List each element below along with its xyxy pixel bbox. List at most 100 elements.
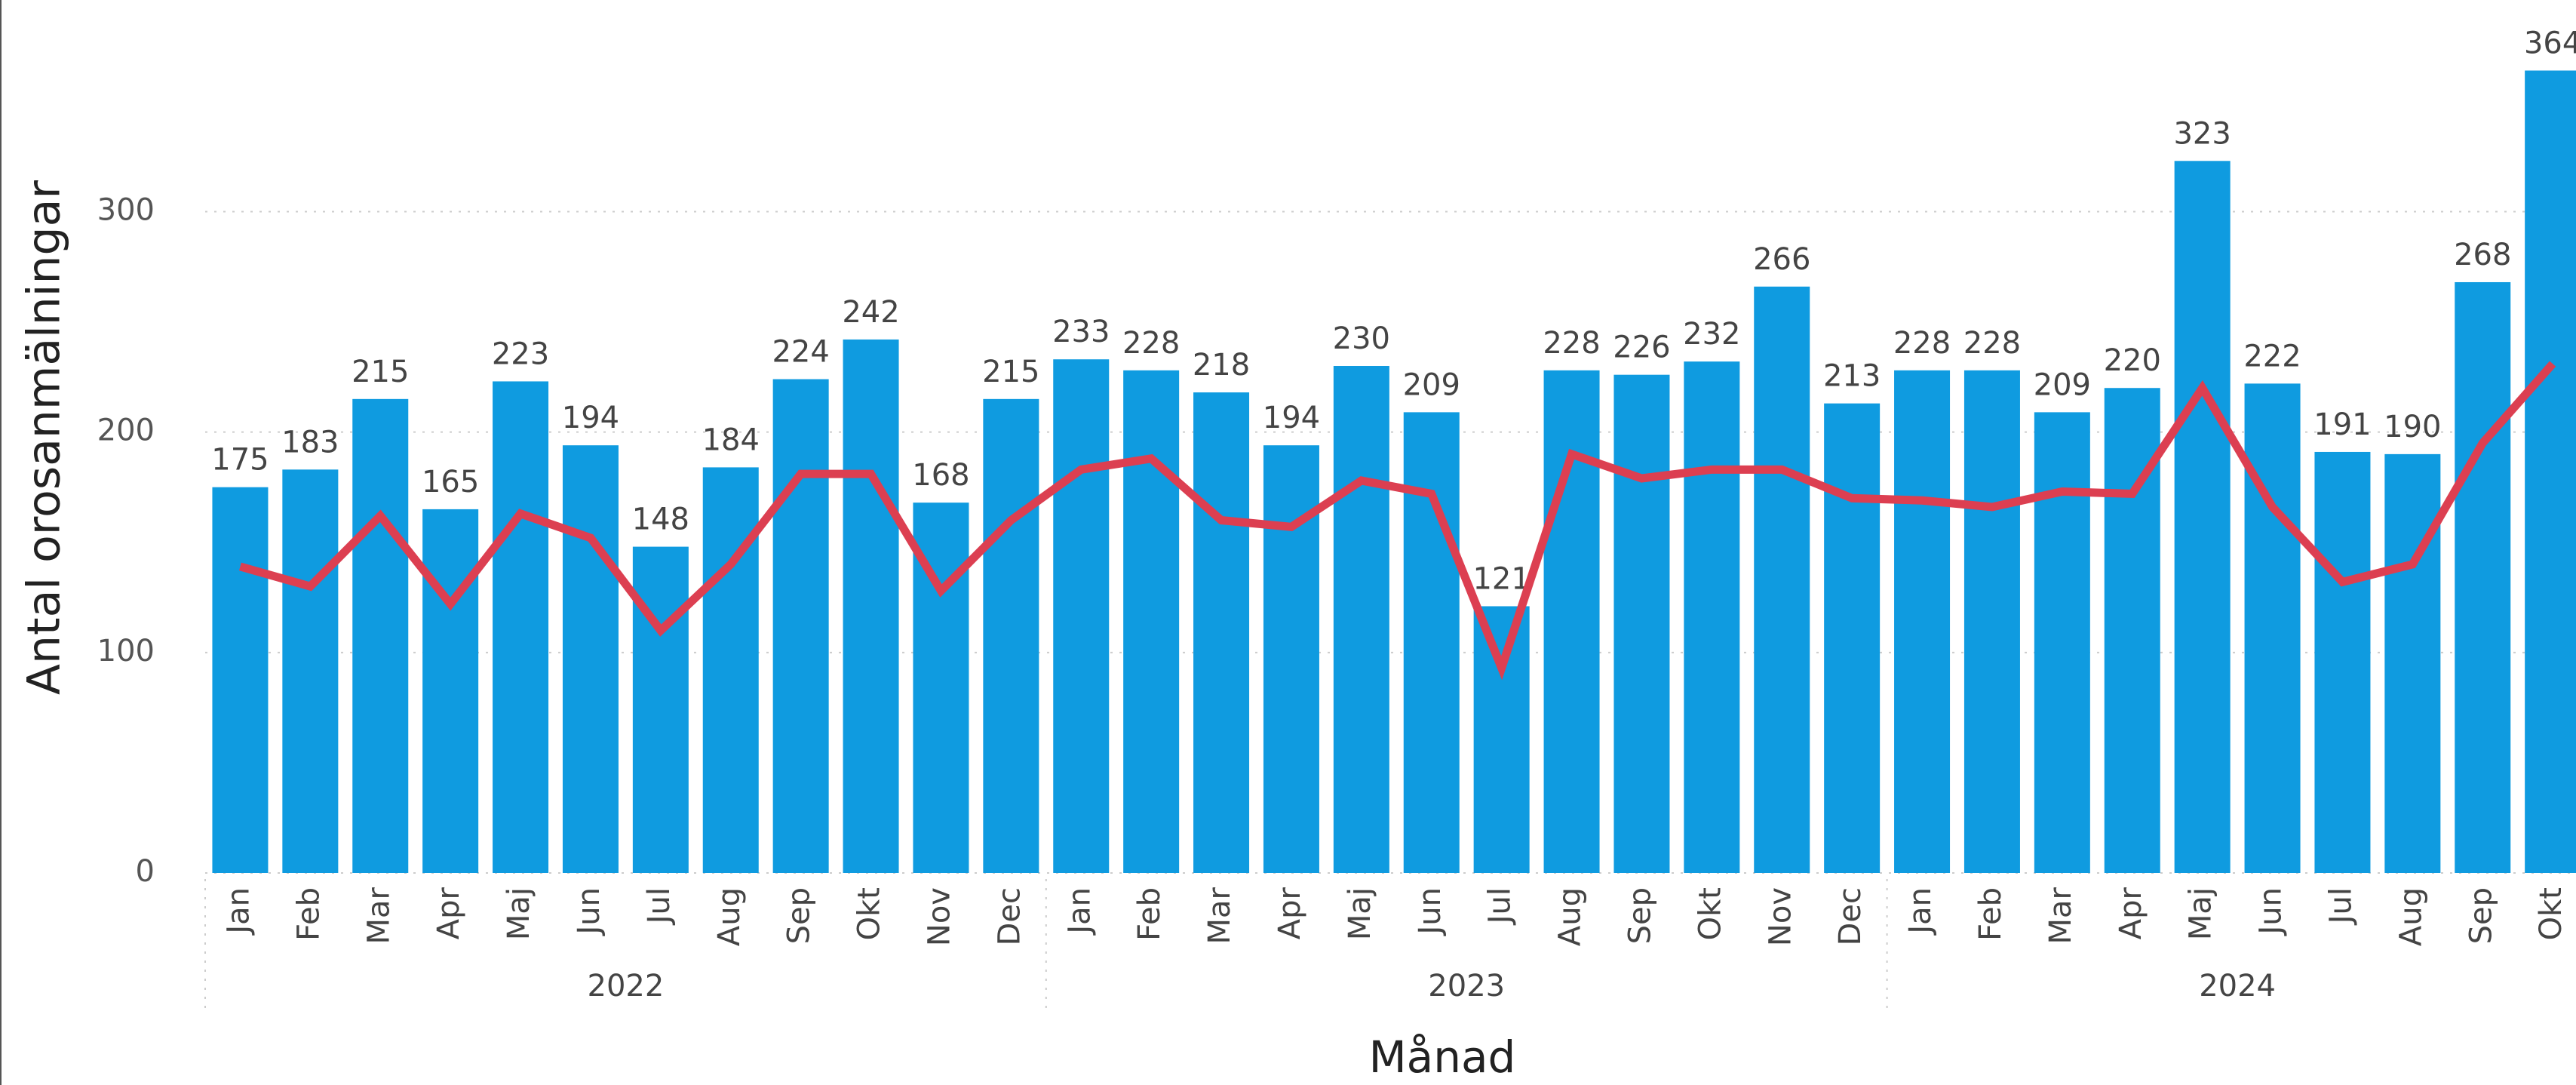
- data-label: 323: [2173, 116, 2231, 151]
- data-label: 228: [1893, 326, 1951, 361]
- data-label: 184: [702, 423, 760, 457]
- x-tick-label: Aug: [712, 887, 747, 946]
- bar: [562, 445, 619, 873]
- data-label: 213: [1823, 359, 1881, 394]
- x-tick-label: Mar: [1202, 887, 1237, 944]
- bar: [2525, 70, 2576, 873]
- data-label: 209: [1403, 367, 1460, 402]
- x-tick-label: Mar: [2043, 887, 2078, 944]
- bar: [2455, 281, 2511, 873]
- data-label: 190: [2384, 410, 2441, 444]
- x-tick-label: Sep: [1623, 887, 1657, 944]
- data-label: 165: [422, 465, 479, 499]
- data-label: 223: [492, 337, 549, 371]
- bar: [1403, 412, 1460, 873]
- x-tick-label: Dec: [1833, 887, 1868, 945]
- x-tick-label: Maj: [502, 887, 536, 940]
- y-tick-label: 200: [97, 413, 155, 448]
- bar: [212, 487, 269, 873]
- bar: [1193, 392, 1250, 873]
- bar: [843, 339, 899, 873]
- x-tick-label: Okt: [1693, 887, 1727, 940]
- bar: [1543, 370, 1600, 873]
- data-label: 148: [632, 503, 689, 537]
- data-label: 194: [1263, 401, 1320, 435]
- data-label: 226: [1613, 330, 1670, 365]
- bar: [1754, 286, 1810, 873]
- data-label: 168: [912, 458, 969, 493]
- data-label: 224: [772, 335, 829, 370]
- x-tick-label: Nov: [922, 887, 956, 946]
- data-label: 191: [2313, 407, 2371, 442]
- x-axis-title: Månad: [1369, 1031, 1516, 1083]
- y-tick-label: 300: [97, 192, 155, 227]
- x-tick-label: Aug: [2393, 887, 2428, 946]
- x-tick-label: Jul: [2323, 887, 2358, 926]
- data-label: 215: [352, 355, 409, 389]
- y-axis-title: Antal orosanmälningar: [18, 180, 71, 695]
- x-group-label: 2023: [1428, 969, 1505, 1004]
- bar: [282, 469, 339, 873]
- data-label: 218: [1193, 348, 1250, 383]
- line: [238, 361, 2556, 681]
- bar: [2384, 453, 2441, 873]
- data-label: 194: [562, 401, 619, 435]
- data-label: 228: [1122, 326, 1180, 361]
- data-label: 228: [1963, 326, 2021, 361]
- bar: [1123, 370, 1180, 873]
- bar: [1053, 359, 1110, 874]
- bar: [632, 546, 689, 873]
- x-tick-label: Maj: [2184, 887, 2218, 940]
- bar: [2034, 412, 2090, 873]
- x-tick-label: Apr: [2114, 887, 2148, 939]
- x-group-label: 2024: [2199, 969, 2276, 1004]
- x-tick-label: Apr: [1273, 887, 1307, 939]
- x-group-label: 2022: [588, 969, 665, 1004]
- x-tick-label: Dec: [992, 887, 1027, 945]
- bar: [2174, 161, 2231, 874]
- data-label: 228: [1543, 326, 1600, 361]
- x-tick-label: Feb: [1132, 887, 1167, 941]
- bar: [352, 398, 409, 873]
- x-tick-label: Okt: [852, 887, 887, 940]
- bar: [1963, 370, 2020, 873]
- bar: [1473, 606, 1530, 873]
- x-tick-label: Nov: [1763, 887, 1798, 946]
- x-tick-label: Jan: [1062, 887, 1097, 936]
- bar: [2314, 451, 2371, 873]
- x-tick-label: Feb: [291, 887, 326, 941]
- x-tick-label: Sep: [782, 887, 817, 944]
- data-label: 209: [2034, 367, 2091, 402]
- x-tick-label: Jul: [642, 887, 677, 926]
- x-tick-label: Jun: [2254, 887, 2289, 937]
- x-tick-label: Okt: [2534, 887, 2568, 940]
- data-label: 242: [842, 295, 899, 330]
- bar: [1824, 403, 1881, 873]
- bar: [772, 379, 829, 873]
- bar: [422, 509, 479, 873]
- data-label: 175: [211, 443, 269, 478]
- bar: [1894, 370, 1951, 873]
- bar: [983, 398, 1039, 873]
- bar: [493, 381, 549, 874]
- x-tick-label: Mar: [361, 887, 396, 944]
- x-tick-label: Jun: [1413, 887, 1448, 937]
- y-tick-label: 0: [136, 854, 155, 889]
- bar: [1613, 374, 1670, 874]
- x-tick-label: Maj: [1343, 887, 1377, 940]
- bar: [2244, 383, 2301, 873]
- data-label: 268: [2454, 238, 2511, 272]
- x-tick-label: Jan: [1903, 887, 1938, 936]
- bar: [1333, 366, 1389, 874]
- x-tick-label: Jun: [572, 887, 606, 937]
- data-label: 183: [281, 425, 339, 460]
- data-label: 230: [1333, 321, 1390, 356]
- bar: [702, 467, 759, 873]
- x-tick-label: Aug: [1553, 887, 1588, 946]
- data-label: 222: [2243, 339, 2301, 373]
- x-tick-label: Apr: [431, 887, 466, 939]
- data-label: 233: [1052, 315, 1110, 349]
- data-label: 220: [2104, 343, 2161, 378]
- y-tick-label: 100: [97, 634, 155, 669]
